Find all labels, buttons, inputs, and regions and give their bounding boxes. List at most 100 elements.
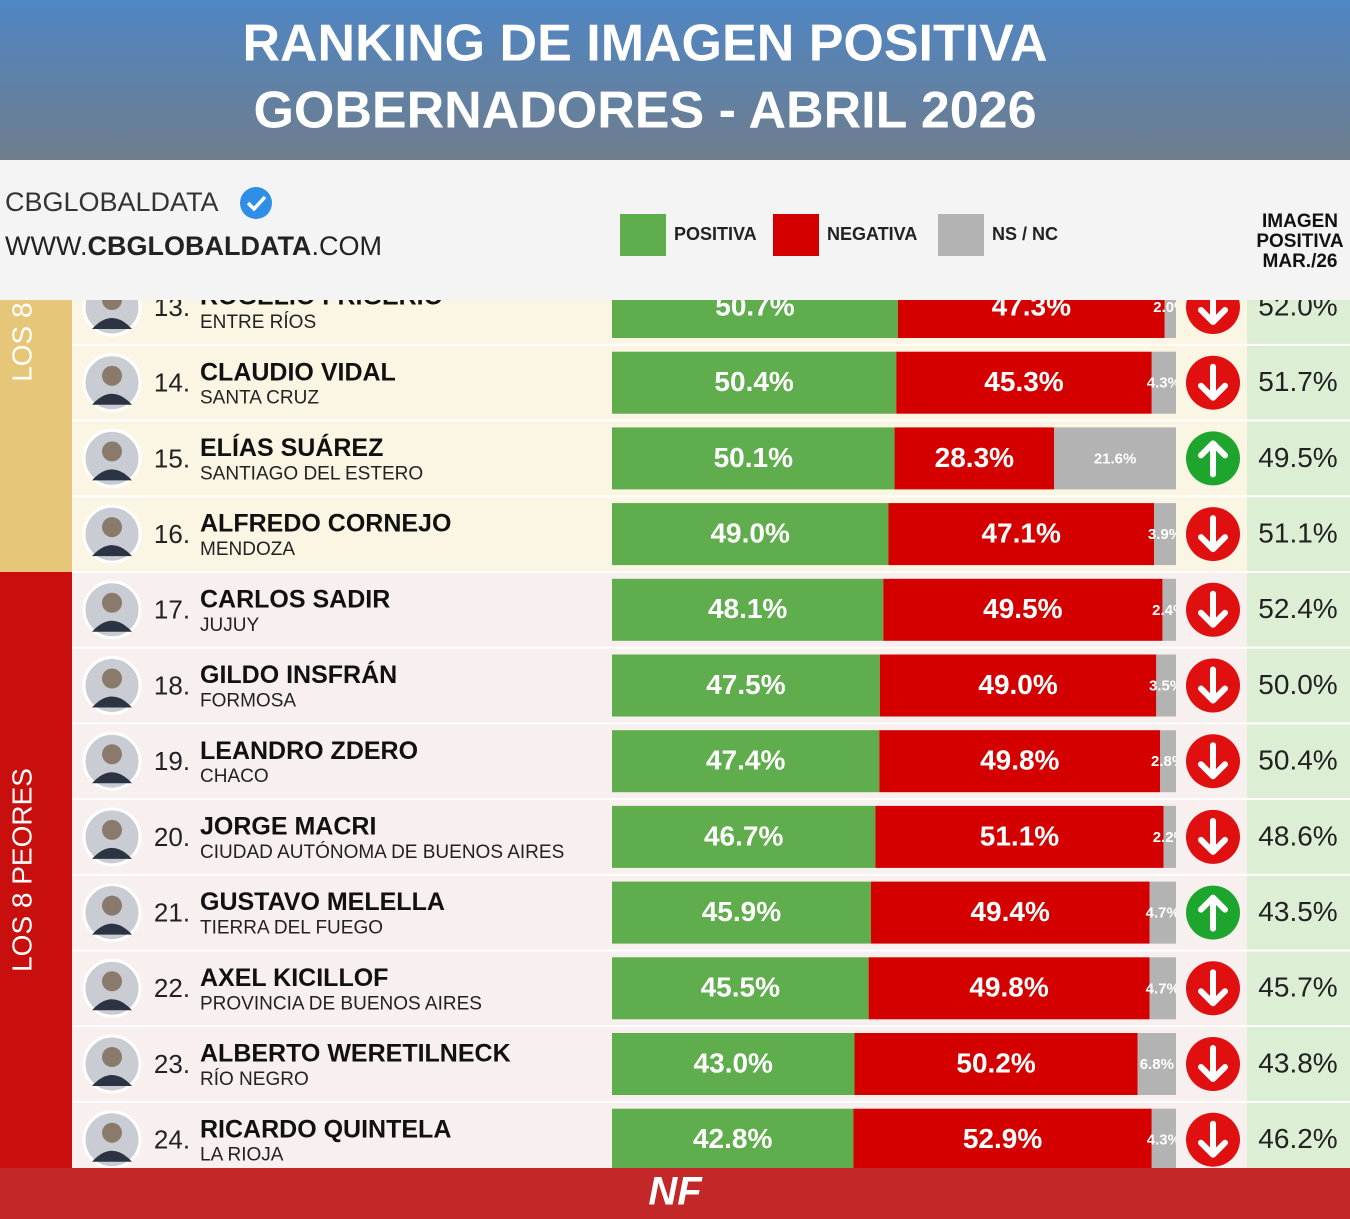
legend-swatch — [620, 214, 666, 256]
bar-segment — [879, 654, 1157, 717]
bar-segment — [612, 654, 880, 717]
bar-segment — [612, 1108, 854, 1168]
value-label: 52.9% — [963, 1123, 1042, 1154]
bar-segment — [879, 730, 1161, 793]
value-label: 3.5% — [1149, 677, 1183, 694]
bar-group: 50.7% 47.3% 2.0% — [612, 290, 1176, 338]
value-label: 45.3% — [984, 366, 1063, 397]
previous-header: POSITIVA — [1256, 231, 1344, 252]
previous-value: 51.7% — [1258, 366, 1337, 397]
province: CIUDAD AUTÓNOMA DE BUENOS AIRES — [200, 841, 564, 863]
previous-value: 45.7% — [1258, 972, 1337, 1003]
rank: 21. — [154, 897, 190, 927]
bar-segment — [612, 881, 871, 944]
photo-head — [102, 1047, 122, 1067]
bar-segment — [853, 1108, 1152, 1168]
verified-badge — [240, 187, 272, 219]
trend-arrow-icon — [1198, 363, 1228, 401]
bar-segment — [1154, 503, 1176, 566]
province: SANTA CRUZ — [200, 388, 319, 409]
trend-arrow-icon — [1198, 666, 1228, 704]
governor-name: ALFREDO CORNEJO — [200, 510, 451, 538]
value-label: 50.4% — [714, 366, 793, 397]
bar-segment — [612, 427, 895, 490]
bar-group: 43.0% 50.2% 6.8% — [612, 1033, 1176, 1095]
footer-band — [0, 1168, 1350, 1219]
rank: 18. — [154, 670, 190, 700]
bar-segment — [1160, 730, 1176, 793]
bar-group: 45.5% 49.8% 4.7% — [612, 957, 1176, 1020]
bar-segment — [612, 578, 884, 641]
website-part: .COM — [311, 231, 382, 261]
value-label: 21.6% — [1094, 450, 1137, 467]
rank: 13. — [154, 292, 190, 322]
group-band — [0, 571, 72, 1168]
governor-name: ELÍAS SUÁREZ — [200, 433, 383, 462]
value-label: 28.3% — [935, 442, 1014, 473]
value-label: 6.8% — [1140, 1056, 1174, 1073]
website-part: CBGLOBALDATA — [87, 231, 311, 261]
trend-arrow-icon — [1198, 742, 1228, 780]
province: LA RIOJA — [200, 1145, 284, 1166]
value-label: 49.8% — [969, 972, 1048, 1003]
bar-group: 45.9% 49.4% 4.7% — [612, 881, 1176, 944]
verified-check — [246, 195, 267, 212]
bar-segment — [1149, 957, 1176, 1020]
bar-segment — [612, 300, 898, 338]
province: SANTIAGO DEL ESTERO — [200, 463, 423, 484]
value-label: 49.0% — [710, 517, 789, 548]
bar-segment — [612, 503, 889, 566]
value-label: 45.5% — [701, 972, 780, 1003]
photo-head — [102, 592, 122, 613]
rank: 22. — [154, 973, 190, 1003]
previous-value: 52.0% — [1258, 290, 1337, 321]
previous-value: 50.4% — [1258, 745, 1337, 776]
bar-segment — [1163, 805, 1176, 868]
photo-head — [102, 668, 122, 689]
bar-segment — [896, 351, 1152, 414]
previous-value: 49.5% — [1258, 442, 1337, 473]
photo-head — [102, 300, 122, 310]
bar-segment — [883, 578, 1163, 641]
bar-segment — [1149, 881, 1176, 944]
value-label: 47.4% — [706, 745, 785, 776]
photo-body — [92, 923, 132, 935]
value-label: 47.3% — [992, 290, 1071, 321]
value-label: 51.1% — [980, 820, 1059, 851]
governor-name: CARLOS SADIR — [200, 585, 390, 613]
group-band — [0, 300, 72, 572]
bar-segment — [1156, 654, 1176, 717]
value-label: 45.9% — [702, 896, 781, 927]
bar-segment — [612, 957, 869, 1020]
governor-name: RICARDO QUINTELA — [200, 1115, 451, 1143]
value-label: 49.4% — [970, 896, 1049, 927]
value-label: 4.3% — [1147, 375, 1181, 392]
photo-body — [92, 772, 132, 784]
legend-label: POSITIVA — [674, 224, 757, 244]
bar-segment — [875, 805, 1164, 868]
photo-body — [92, 696, 132, 708]
group-label: LOS 8 MEJORES — [6, 159, 37, 382]
photo-body — [92, 847, 132, 859]
bar-group: 47.4% 49.8% 2.8% — [612, 730, 1176, 793]
previous-value: 46.2% — [1258, 1123, 1337, 1154]
value-label: 49.8% — [980, 745, 1059, 776]
bar-segment — [612, 805, 876, 868]
trend-arrow-icon — [1198, 1120, 1228, 1158]
province: TIERRA DEL FUEGO — [200, 918, 383, 939]
brand-band — [0, 160, 1350, 300]
bar-segment — [897, 300, 1165, 338]
value-label: 46.7% — [704, 820, 783, 851]
rank: 24. — [154, 1125, 190, 1155]
rank: 19. — [154, 746, 190, 776]
rank: 17. — [154, 595, 190, 625]
bar-segment — [1151, 351, 1176, 414]
website: WWW.CBGLOBALDATA.COM — [5, 231, 382, 261]
previous-value: 43.5% — [1258, 896, 1337, 927]
subtitle: GOBERNADORES - ABRIL 2026 — [253, 82, 1036, 140]
trend-arrow-icon — [1198, 894, 1228, 932]
photo-head — [102, 744, 122, 765]
previous-value: 50.0% — [1258, 669, 1337, 700]
previous-value: 52.4% — [1258, 593, 1337, 624]
value-label: 43.0% — [694, 1047, 773, 1078]
